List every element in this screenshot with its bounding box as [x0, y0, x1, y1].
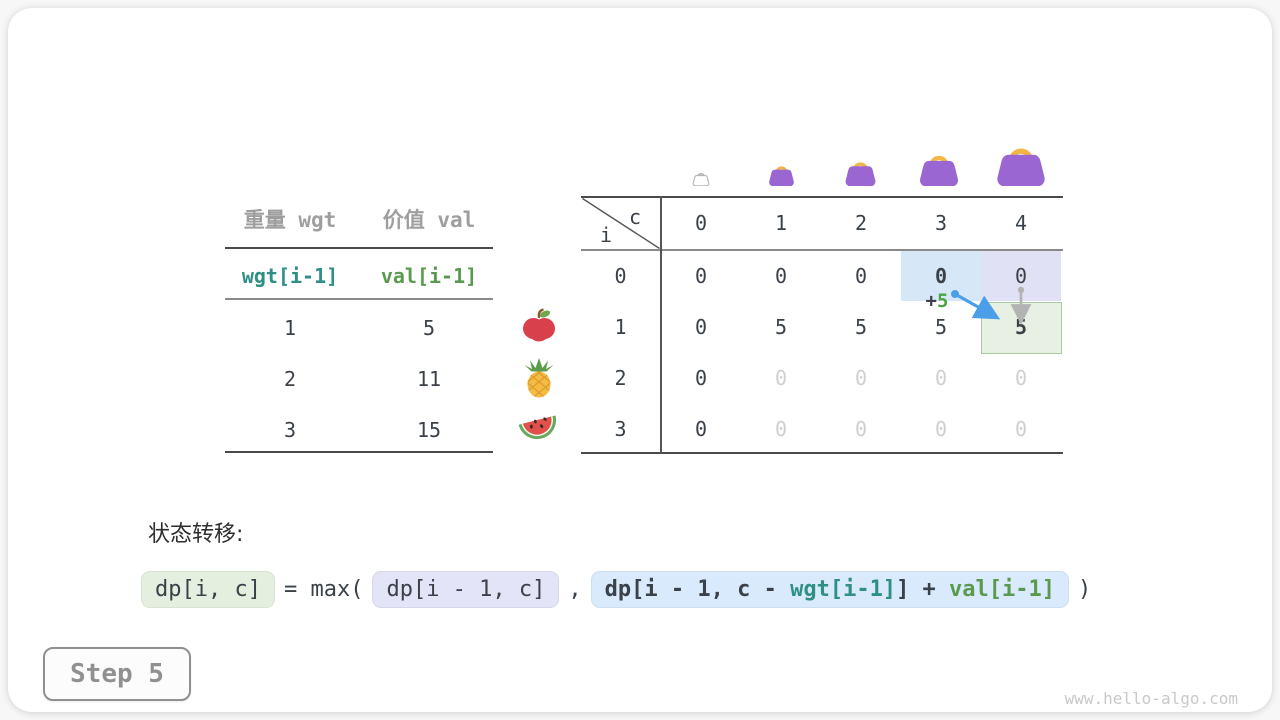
formula-arg1: dp[i - 1, c] — [372, 570, 560, 608]
formula-arg2-pre: dp[i - 1, c - — [604, 576, 791, 602]
dp-cell: 0 — [694, 366, 708, 390]
item-row-wgt: 3 — [283, 418, 297, 442]
dp-table-bottomline — [581, 452, 1063, 454]
item-row-val: 15 — [416, 418, 442, 442]
dp-cell: 0 — [1014, 417, 1028, 441]
formula-close-paren: ) — [1078, 576, 1092, 602]
formula-arg2: dp[i - 1, c - wgt[i-1]] + val[i-1] — [590, 570, 1070, 608]
bag-xlarge-icon — [997, 148, 1045, 186]
formula-lhs: dp[i, c] — [141, 570, 275, 608]
formula-arg2-wgt: wgt[i-1] — [790, 576, 897, 602]
formula-eq-max: = max( — [283, 576, 364, 602]
dp-cell: 0 — [774, 264, 788, 288]
bag-empty-icon — [692, 173, 710, 186]
step-indicator-button[interactable]: Step 5 — [43, 647, 191, 701]
dp-col-header: 4 — [1014, 211, 1028, 235]
state-transition-formula: dp[i, c] = max( dp[i - 1, c] , dp[i - 1,… — [141, 567, 1091, 611]
dp-table-vline — [660, 196, 662, 454]
formula-label: 状态转移: — [148, 522, 244, 547]
bag-large-icon — [920, 155, 958, 186]
dp-row-header: 0 — [614, 264, 627, 288]
plus-value-annotation: +5 — [925, 290, 949, 312]
apple-icon — [523, 308, 555, 342]
items-table-topline — [225, 247, 493, 249]
item-row-wgt: 2 — [283, 367, 297, 391]
dp-col-header: 3 — [934, 211, 948, 235]
items-table-midline — [225, 298, 493, 300]
items-header-value: 价值 val — [382, 208, 476, 232]
dp-cell: 5 — [934, 315, 948, 339]
item-row-val: 11 — [416, 367, 442, 391]
bag-small-icon — [769, 166, 794, 186]
formula-arg2-mid: ] + — [896, 576, 950, 602]
dp-cell: 0 — [694, 315, 708, 339]
dp-col-header: 0 — [694, 211, 708, 235]
dp-cell: 0 — [774, 366, 788, 390]
figure-card: 重量 wgt 价值 val wgt[i-1] val[i-1] 1 5 2 11… — [8, 8, 1272, 712]
dp-cell: 0 — [1014, 366, 1028, 390]
dp-corner-row-var: i — [599, 223, 613, 247]
item-row-wgt: 1 — [283, 316, 297, 340]
items-table-bottomline — [225, 451, 493, 453]
bag-medium-icon — [845, 162, 876, 186]
formula-arg2-val: val[i-1] — [949, 576, 1056, 602]
arrow-down-gray — [1010, 286, 1032, 325]
dp-col-header: 2 — [854, 211, 868, 235]
dp-cell: 0 — [694, 264, 708, 288]
items-header-weight: 重量 wgt — [243, 208, 337, 232]
highlight-cell-prev-sub — [901, 251, 981, 301]
items-index-val: val[i-1] — [380, 264, 478, 288]
formula-comma: , — [568, 576, 582, 602]
pineapple-icon — [524, 358, 554, 398]
dp-row-header: 3 — [614, 417, 627, 441]
dp-table-headline — [581, 249, 1063, 251]
dp-table-topline — [581, 196, 1063, 198]
watermelon-icon — [518, 415, 556, 440]
dp-col-header: 1 — [774, 211, 788, 235]
dp-cell: 5 — [774, 315, 788, 339]
watermark-url: www.hello-algo.com — [1064, 689, 1238, 708]
dp-cell: 0 — [934, 264, 948, 288]
transition-arrows — [951, 286, 1032, 325]
dp-cell: 0 — [854, 366, 868, 390]
dp-cell: 0 — [694, 417, 708, 441]
dp-cell: 0 — [854, 417, 868, 441]
dp-cell: 5 — [854, 315, 868, 339]
dp-cell: 0 — [934, 366, 948, 390]
dp-cell: 0 — [774, 417, 788, 441]
item-row-val: 5 — [422, 316, 436, 340]
dp-cell: 0 — [1014, 264, 1028, 288]
items-index-wgt: wgt[i-1] — [241, 264, 339, 288]
dp-row-header: 2 — [614, 366, 627, 390]
dp-cell: 0 — [934, 417, 948, 441]
dp-cell: 0 — [854, 264, 868, 288]
dp-row-header: 1 — [614, 315, 627, 339]
dp-corner-col-var: c — [628, 205, 642, 229]
arrow-diagonal-blue — [951, 290, 1001, 320]
dp-corner-diagonal — [582, 198, 660, 249]
